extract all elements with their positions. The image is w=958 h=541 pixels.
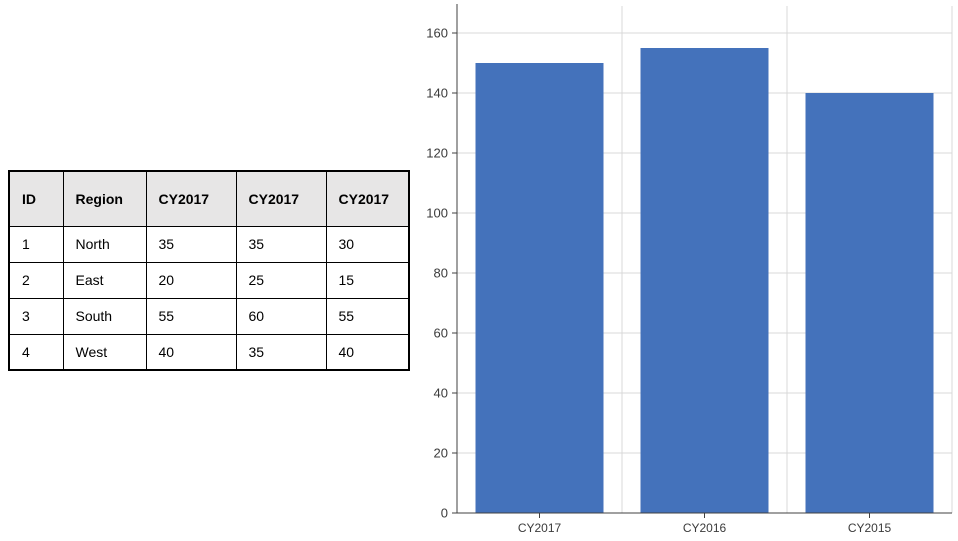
y-axis-label: 40 — [434, 386, 448, 401]
table-header-cell: CY2017 — [145, 170, 237, 227]
table-cell: 2 — [8, 261, 64, 299]
table-cell: 1 — [8, 225, 64, 263]
data-table: ID Region CY2017 CY2017 CY2017 1 North 35 35 30 2… — [8, 170, 410, 371]
table-cell: West — [62, 333, 147, 371]
bar-CY2017 — [475, 63, 604, 513]
table-cell: 40 — [145, 333, 237, 371]
table-cell: 35 — [235, 225, 327, 263]
bar-CY2015 — [805, 93, 934, 513]
y-axis-label: 140 — [426, 86, 448, 101]
table-head-row: ID Region CY2017 CY2017 CY2017 — [8, 170, 410, 227]
y-axis-label: 80 — [434, 266, 448, 281]
y-axis-label: 160 — [426, 26, 448, 41]
table-cell: 30 — [325, 225, 410, 263]
table-header-cell: ID — [8, 170, 64, 227]
table-row: 4 West 40 35 40 — [8, 333, 410, 371]
y-axis-label: 60 — [434, 326, 448, 341]
table-cell: South — [62, 297, 147, 335]
table-cell: 40 — [325, 333, 410, 371]
table-row: 2 East 20 25 15 — [8, 261, 410, 299]
y-axis-label: 0 — [441, 506, 448, 521]
table-cell: 25 — [235, 261, 327, 299]
table-cell: 15 — [325, 261, 410, 299]
table-cell: 55 — [325, 297, 410, 335]
bar-chart: 0 20 40 60 80 100 120 140 160 CY2017 CY2016 CY2015 — [420, 0, 958, 541]
table-cell: 55 — [145, 297, 237, 335]
table-cell: East — [62, 261, 147, 299]
table-header-cell: Region — [62, 170, 147, 227]
table-cell: 60 — [235, 297, 327, 335]
y-axis-label: 100 — [426, 206, 448, 221]
table-row: 3 South 55 60 55 — [8, 297, 410, 335]
x-axis-label: CY2015 — [848, 521, 892, 535]
bar-CY2016 — [640, 48, 769, 513]
region-data-table: ID Region CY2017 CY2017 CY2017 1 North 35 35 30 2… — [8, 170, 410, 371]
y-axis-label: 120 — [426, 146, 448, 161]
table-body: 1 North 35 35 30 2 East 20 25 15 3 South 55 60 55 4 West… — [8, 225, 410, 371]
bar-chart-svg: 0 20 40 60 80 100 120 140 160 CY2017 CY2016 CY2015 — [426, 4, 953, 535]
table-row: 1 North 35 35 30 — [8, 225, 410, 263]
table-cell: 35 — [145, 225, 237, 263]
table-cell: 3 — [8, 297, 64, 335]
table-header-cell: CY2017 — [325, 170, 410, 227]
table-cell: 35 — [235, 333, 327, 371]
table-header-cell: CY2017 — [235, 170, 327, 227]
table-cell: 4 — [8, 333, 64, 371]
table-head: ID Region CY2017 CY2017 CY2017 — [8, 170, 410, 227]
x-axis-label: CY2016 — [683, 521, 727, 535]
y-axis-label: 20 — [434, 446, 448, 461]
x-axis-label: CY2017 — [518, 521, 562, 535]
table-cell: North — [62, 225, 147, 263]
table-cell: 20 — [145, 261, 237, 299]
